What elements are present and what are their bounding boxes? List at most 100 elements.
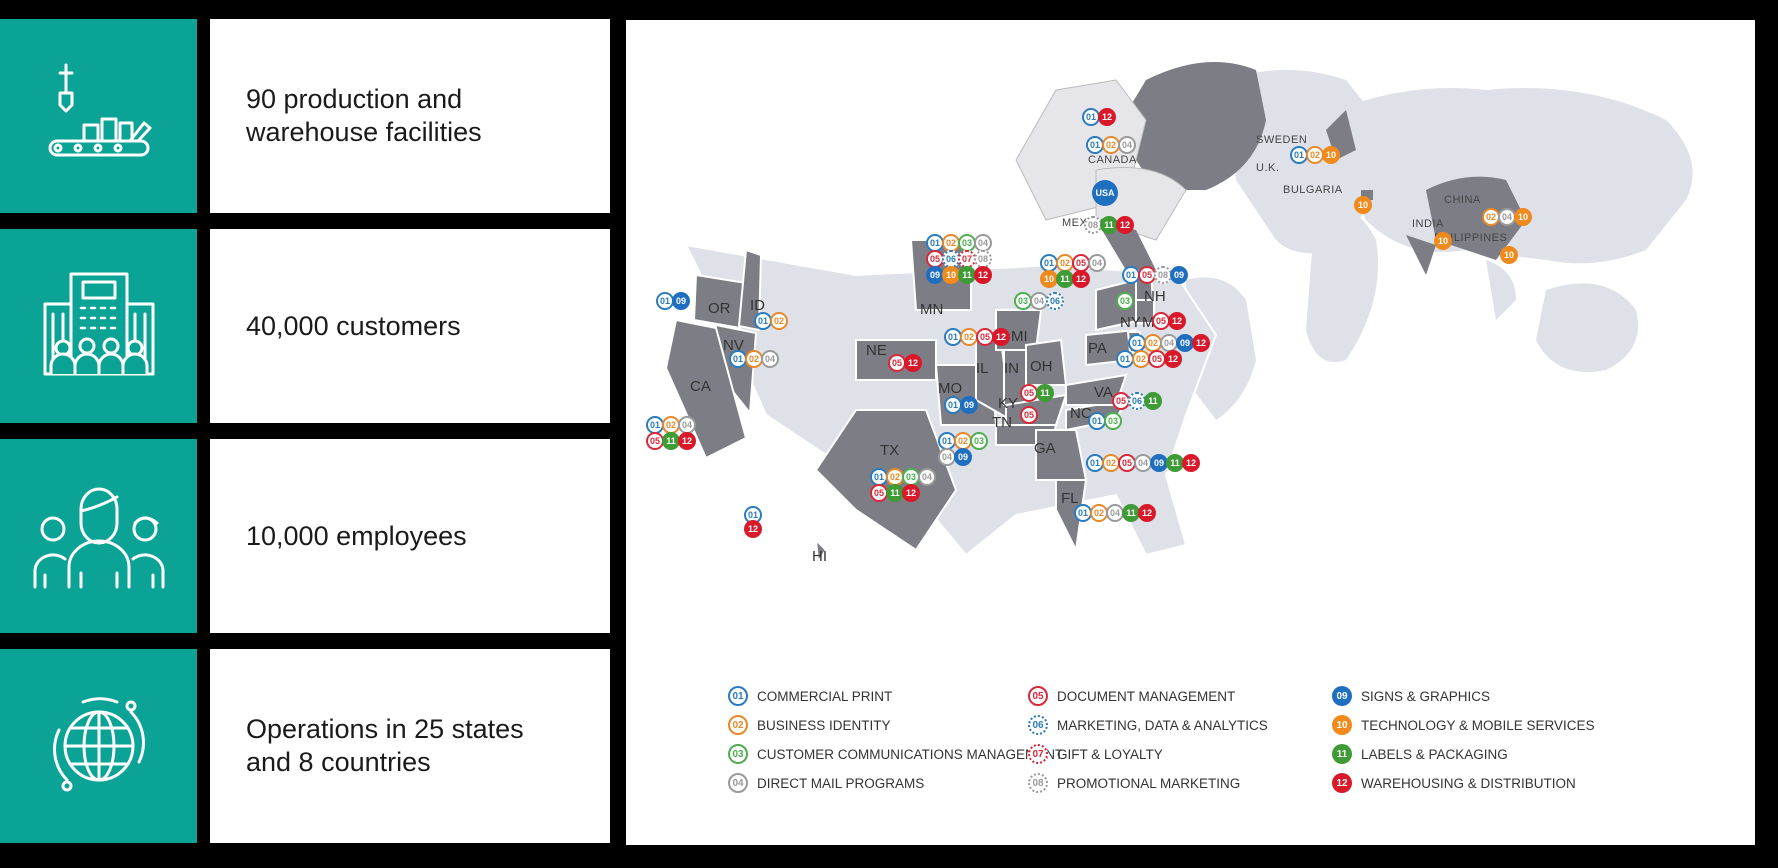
service-marker-icon: 10 bbox=[942, 266, 960, 284]
stat-text-facilities: 90 production and warehouse facilities bbox=[246, 84, 482, 147]
service-marker-icon: 03 bbox=[1116, 292, 1134, 310]
service-marker-icon: 11 bbox=[1122, 504, 1140, 522]
legend-item-05: 05 DOCUMENT MANAGEMENT bbox=[1028, 686, 1235, 706]
stat-tile-operations bbox=[0, 649, 197, 843]
service-marker-icon: 10 bbox=[1322, 146, 1340, 164]
service-marker-icon: 04 bbox=[761, 350, 779, 368]
legend-badge-icon: 06 bbox=[1028, 715, 1048, 735]
service-marker-icon: 11 bbox=[1056, 270, 1074, 288]
legend-label: GIFT & LOYALTY bbox=[1057, 746, 1163, 762]
building-people-icon bbox=[43, 272, 154, 376]
service-marker-icon: 12 bbox=[1116, 216, 1134, 234]
service-marker-icon: 11 bbox=[1166, 454, 1184, 472]
service-marker-icon: 06 bbox=[1046, 292, 1064, 310]
state-label-or: OR bbox=[708, 300, 731, 317]
stat-tile-employees bbox=[0, 439, 197, 633]
state-label-mi: MI bbox=[1011, 328, 1028, 345]
service-marker-icon: 05 bbox=[870, 484, 888, 502]
legend-label: SIGNS & GRAPHICS bbox=[1361, 688, 1491, 704]
state-label-nv: NV bbox=[723, 337, 744, 354]
legend-item-01: 01 COMMERCIAL PRINT bbox=[728, 686, 892, 706]
state-label-il: IL bbox=[976, 360, 989, 377]
service-marker-icon: 12 bbox=[992, 328, 1010, 346]
service-marker-icon: 05 bbox=[1020, 406, 1038, 424]
state-label-in: IN bbox=[1004, 360, 1019, 377]
legend-badge-icon: 03 bbox=[728, 744, 748, 764]
legend-label: TECHNOLOGY & MOBILE SERVICES bbox=[1361, 717, 1595, 733]
service-marker-icon: 10 bbox=[1500, 246, 1518, 264]
state-label-ky: KY bbox=[998, 395, 1019, 412]
service-marker-icon: 10 bbox=[1434, 232, 1452, 250]
stat-tile-facilities bbox=[0, 19, 197, 213]
legend-item-06: 06 MARKETING, DATA & ANALYTICS bbox=[1028, 715, 1268, 735]
state-label-fl: FL bbox=[1061, 490, 1079, 507]
legend-label: BUSINESS IDENTITY bbox=[757, 717, 891, 733]
state-label-tx: TX bbox=[880, 442, 900, 459]
service-marker-icon: 03 bbox=[1104, 412, 1122, 430]
legend-item-04: 04 DIRECT MAIL PROGRAMS bbox=[728, 773, 924, 793]
legend-label: DOCUMENT MANAGEMENT bbox=[1057, 688, 1236, 704]
service-marker-icon: 12 bbox=[1192, 334, 1210, 352]
stat-row-operations: Operations in 25 states and 8 countries bbox=[0, 649, 610, 843]
service-marker-icon: 09 bbox=[1170, 266, 1188, 284]
stat-card-facilities: 90 production and warehouse facilities bbox=[210, 19, 610, 213]
legend-label: COMMERCIAL PRINT bbox=[757, 688, 893, 704]
service-marker-icon: 10 bbox=[1514, 208, 1532, 226]
country-label-uk: U.K. bbox=[1256, 162, 1280, 174]
service-marker-icon: 11 bbox=[1100, 216, 1118, 234]
service-marker-icon: 11 bbox=[1144, 392, 1162, 410]
service-marker-icon: 04 bbox=[1118, 136, 1136, 154]
stat-row-customers: 40,000 customers bbox=[0, 229, 610, 423]
legend-label: DIRECT MAIL PROGRAMS bbox=[757, 775, 925, 791]
service-marker-icon: 12 bbox=[1072, 270, 1090, 288]
world-map bbox=[664, 62, 1693, 565]
country-label-china: CHINA bbox=[1444, 194, 1481, 206]
state-label-ne: NE bbox=[866, 342, 887, 359]
service-marker-icon: 04 bbox=[974, 234, 992, 252]
service-marker-icon: 12 bbox=[904, 354, 922, 372]
service-marker-icon: 09 bbox=[1150, 454, 1168, 472]
legend-badge-icon: 05 bbox=[1028, 686, 1048, 706]
state-label-ga: GA bbox=[1034, 440, 1056, 457]
stat-row-facilities: 90 production and warehouse facilities bbox=[0, 19, 610, 213]
state-label-oh: OH bbox=[1030, 358, 1053, 375]
legend-badge-icon: 09 bbox=[1332, 686, 1352, 706]
legend-label: CUSTOMER COMMUNICATIONS MANAGEMENT bbox=[757, 746, 1064, 762]
service-marker-icon: 04 bbox=[1088, 254, 1106, 272]
legend-badge-icon: 02 bbox=[728, 715, 748, 735]
state-label-id: ID bbox=[750, 297, 765, 314]
stat-card-employees: 10,000 employees bbox=[210, 439, 610, 633]
service-marker-icon: 09 bbox=[926, 266, 944, 284]
service-marker-icon: 08 bbox=[1084, 216, 1102, 234]
country-label-philippines: PHILIPPINES bbox=[1434, 232, 1508, 244]
service-marker-icon: 04 bbox=[1030, 292, 1048, 310]
legend-label: PROMOTIONAL MARKETING bbox=[1057, 775, 1241, 791]
service-marker-icon: 10 bbox=[1354, 196, 1372, 214]
stat-tile-customers bbox=[0, 229, 197, 423]
service-marker-icon: 01 bbox=[1082, 108, 1100, 126]
state-label-pa: PA bbox=[1088, 340, 1107, 357]
legend-label: WAREHOUSING & DISTRIBUTION bbox=[1361, 775, 1576, 791]
service-marker-icon: 09 bbox=[960, 396, 978, 414]
service-marker-icon: 12 bbox=[902, 484, 920, 502]
legend-badge-icon: 01 bbox=[728, 686, 748, 706]
legend-badge-icon: 08 bbox=[1028, 773, 1048, 793]
legend-label: LABELS & PACKAGING bbox=[1361, 746, 1508, 762]
legend-item-08: 08 PROMOTIONAL MARKETING bbox=[1028, 773, 1240, 793]
stat-card-operations: Operations in 25 states and 8 countries bbox=[210, 649, 610, 843]
legend-item-12: 12 WAREHOUSING & DISTRIBUTION bbox=[1332, 773, 1576, 793]
service-marker-icon: 11 bbox=[662, 432, 680, 450]
service-marker-icon: 12 bbox=[1182, 454, 1200, 472]
stat-row-employees: 10,000 employees bbox=[0, 439, 610, 633]
country-label-sweden: SWEDEN bbox=[1256, 134, 1308, 146]
country-label-canada: CANADA bbox=[1088, 154, 1137, 166]
legend-item-02: 02 BUSINESS IDENTITY bbox=[728, 715, 891, 735]
service-marker-icon: 09 bbox=[1176, 334, 1194, 352]
usa-marker: USA bbox=[1092, 180, 1118, 206]
services-legend: 01 COMMERCIAL PRINT 02 BUSINESS IDENTITY 03 C… bbox=[728, 686, 1728, 816]
legend-item-03: 03 CUSTOMER COMMUNICATIONS MANAGEMENT bbox=[728, 744, 1063, 764]
legend-badge-icon: 07 bbox=[1028, 744, 1048, 764]
service-marker-icon: 12 bbox=[1168, 312, 1186, 330]
state-label-mn: MN bbox=[920, 301, 944, 318]
service-marker-icon: 12 bbox=[678, 432, 696, 450]
